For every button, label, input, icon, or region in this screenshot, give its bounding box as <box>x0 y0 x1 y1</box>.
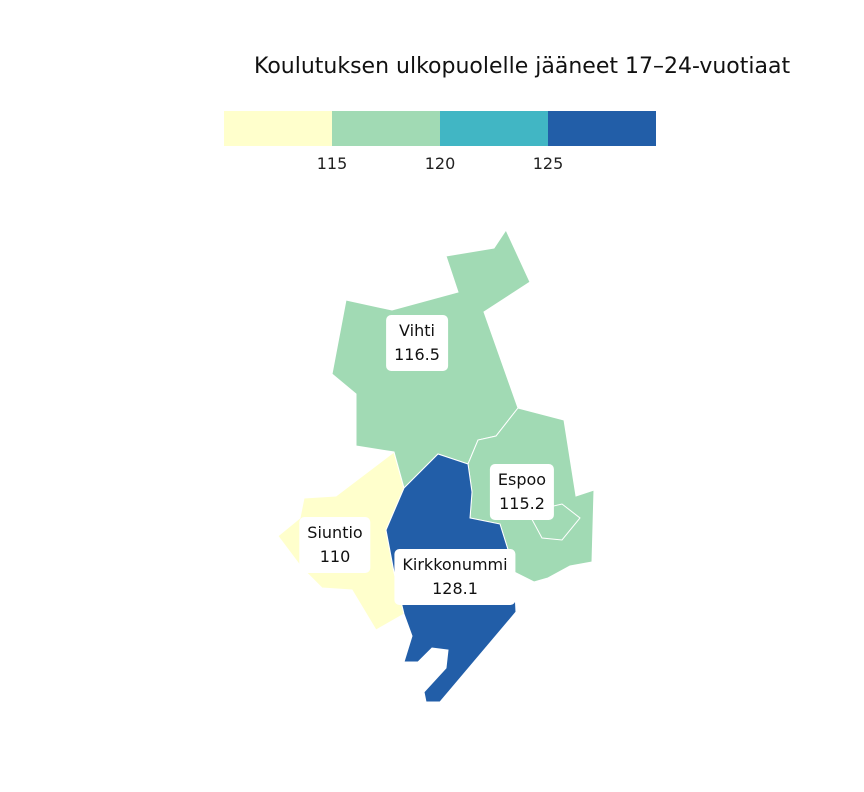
legend-tick-115: 115 <box>316 154 348 173</box>
label-siuntio-name: Siuntio <box>307 523 363 542</box>
color-legend <box>224 111 656 146</box>
label-kirkkonummi-value: 128.1 <box>432 579 478 598</box>
map-title: Koulutuksen ulkopuolelle jääneet 17–24-v… <box>254 54 791 79</box>
legend-swatch-4 <box>548 111 656 146</box>
label-vihti: Vihti 116.5 <box>386 315 448 371</box>
label-espoo-value: 115.2 <box>499 494 545 513</box>
legend-tick-120: 120 <box>424 154 456 173</box>
label-espoo: Espoo 115.2 <box>489 464 555 520</box>
legend-swatch-3 <box>440 111 548 146</box>
label-siuntio-value: 110 <box>319 547 351 566</box>
label-kirkkonummi: Kirkkonummi 128.1 <box>394 549 516 605</box>
label-vihti-name: Vihti <box>399 321 435 340</box>
legend-tick-125: 125 <box>532 154 564 173</box>
legend-swatch-1 <box>224 111 332 146</box>
label-siuntio: Siuntio 110 <box>299 517 371 573</box>
label-espoo-name: Espoo <box>497 470 547 489</box>
label-kirkkonummi-name: Kirkkonummi <box>402 555 508 574</box>
label-vihti-value: 116.5 <box>394 345 440 364</box>
legend-swatch-2 <box>332 111 440 146</box>
